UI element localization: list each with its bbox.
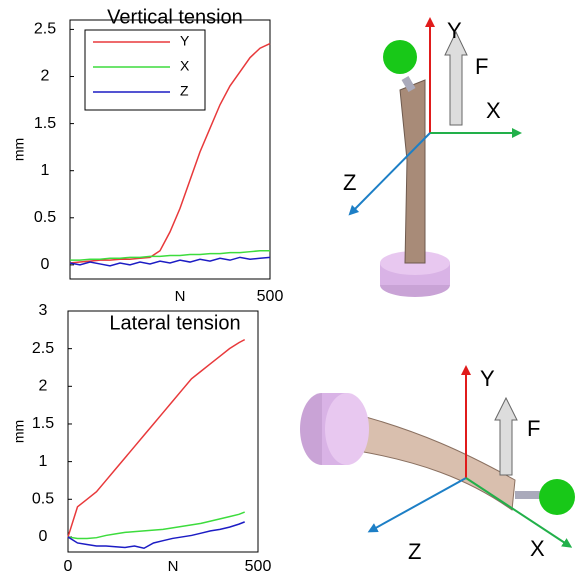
- axis-label: Z: [408, 539, 421, 564]
- x-tick-label: 0: [64, 558, 73, 575]
- axis-label: X: [486, 98, 501, 123]
- y-tick-label: 0: [39, 528, 48, 545]
- axis-label: Y: [447, 18, 462, 43]
- y-tick-label: 1.5: [32, 415, 54, 432]
- data-line: [68, 522, 245, 548]
- x-tick-label: 500: [257, 288, 284, 305]
- legend-label: Y: [180, 33, 190, 49]
- legend-label: Z: [180, 83, 189, 99]
- x-tick-label: 500: [245, 558, 272, 575]
- y-tick-label: 3: [39, 302, 48, 319]
- y-tick-label: 0.5: [34, 209, 56, 226]
- chart-title: Vertical tension: [107, 6, 243, 28]
- y-axis-label: mm: [11, 420, 27, 443]
- y-tick-label: 2: [41, 68, 50, 85]
- y-tick-label: 1: [41, 162, 50, 179]
- legend-label: X: [180, 58, 190, 74]
- x-axis-label: N: [168, 558, 179, 575]
- y-tick-label: 2.5: [32, 340, 54, 357]
- axis-label: Y: [480, 366, 495, 391]
- y-tick-label: 1: [39, 453, 48, 470]
- y-axis-label: mm: [11, 138, 27, 161]
- chart-title: Lateral tension: [109, 312, 240, 334]
- y-tick-label: 2.5: [34, 21, 56, 38]
- force-label: F: [527, 416, 540, 441]
- y-tick-label: 2: [39, 378, 48, 395]
- axis-label: Z: [343, 170, 356, 195]
- data-line: [70, 251, 270, 260]
- data-line: [68, 512, 245, 538]
- diagram-lateral: Y F Z X: [300, 366, 575, 564]
- force-label: F: [475, 54, 488, 79]
- x-axis-label: N: [175, 288, 186, 305]
- y-tick-label: 0: [41, 256, 50, 273]
- y-tick-label: 1.5: [34, 115, 56, 132]
- y-tick-label: 0.5: [32, 491, 54, 508]
- figure: Y F X Z Y F Z X Vertical tension mm N 0 0.5 1…: [0, 0, 581, 581]
- axis-label: X: [530, 536, 545, 561]
- data-line: [68, 340, 245, 537]
- diagram-vertical: Y F X Z: [343, 18, 517, 297]
